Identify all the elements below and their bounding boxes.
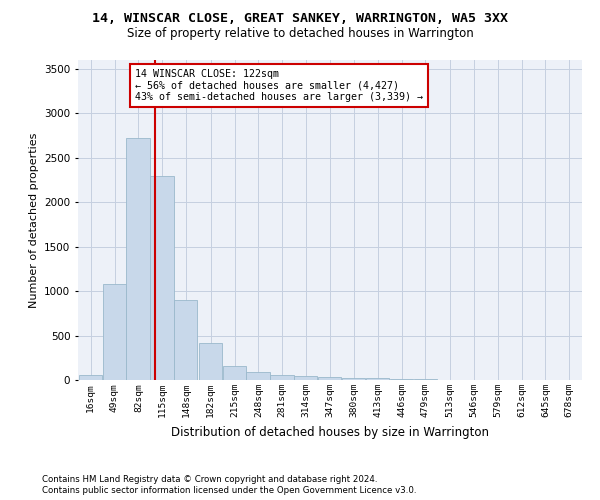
Text: 14, WINSCAR CLOSE, GREAT SANKEY, WARRINGTON, WA5 3XX: 14, WINSCAR CLOSE, GREAT SANKEY, WARRING… [92, 12, 508, 26]
X-axis label: Distribution of detached houses by size in Warrington: Distribution of detached houses by size … [171, 426, 489, 438]
Bar [223, 366, 246, 380]
Bar [366, 378, 389, 380]
Bar [389, 379, 413, 380]
Bar [151, 176, 173, 380]
Bar [174, 300, 197, 380]
Bar [247, 372, 270, 380]
Text: 14 WINSCAR CLOSE: 122sqm
← 56% of detached houses are smaller (4,427)
43% of sem: 14 WINSCAR CLOSE: 122sqm ← 56% of detach… [135, 69, 423, 102]
Bar [271, 374, 293, 380]
Bar [294, 376, 317, 380]
Bar [199, 342, 222, 380]
Bar [342, 378, 365, 380]
Bar [127, 138, 150, 380]
Text: Contains HM Land Registry data © Crown copyright and database right 2024.: Contains HM Land Registry data © Crown c… [42, 475, 377, 484]
Bar [318, 378, 341, 380]
Bar [103, 284, 126, 380]
Y-axis label: Number of detached properties: Number of detached properties [29, 132, 38, 308]
Text: Contains public sector information licensed under the Open Government Licence v3: Contains public sector information licen… [42, 486, 416, 495]
Text: Size of property relative to detached houses in Warrington: Size of property relative to detached ho… [127, 28, 473, 40]
Bar [79, 374, 102, 380]
